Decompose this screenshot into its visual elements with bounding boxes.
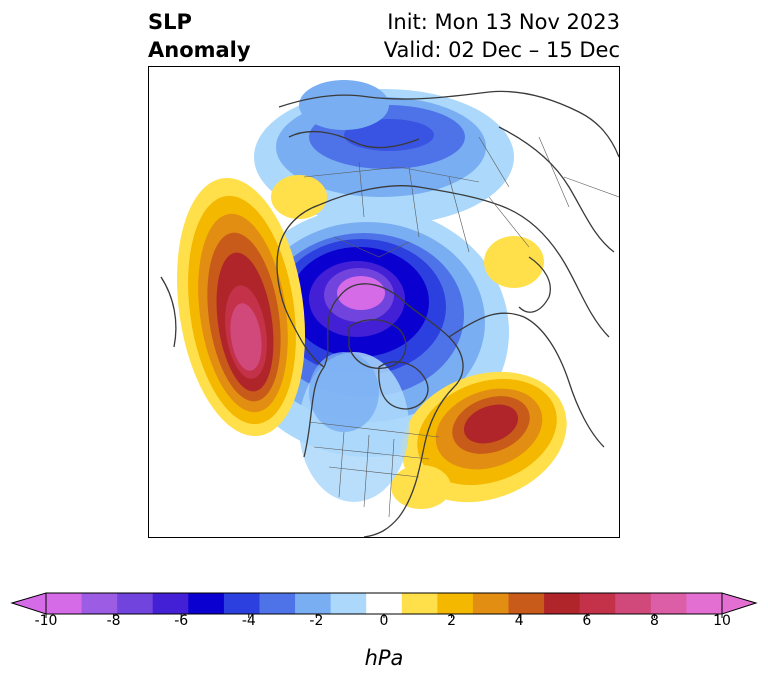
run-info: Init: Mon 13 Nov 2023 Valid: 02 Dec – 15… [384, 8, 620, 64]
colorbar-bin [366, 593, 403, 614]
colorbar-bin [295, 593, 332, 614]
chart-title: SLP Anomaly [148, 8, 251, 64]
colorbar-bin [46, 593, 83, 614]
colorbar-extend-low [10, 592, 47, 615]
colorbar-tick-label: 0 [380, 613, 389, 625]
init-time: Init: Mon 13 Nov 2023 [387, 10, 620, 34]
colorbar: -10 -8 -6 -4 -2 0 2 4 6 8 10 [10, 592, 758, 625]
colorbar-ticks: -10 -8 -6 -4 -2 0 2 4 6 8 10 [35, 613, 731, 625]
positive-anomaly-atlantic [391, 371, 567, 509]
colorbar-bin [544, 593, 581, 614]
colorbar-bin [686, 593, 723, 614]
valid-period: Valid: 02 Dec – 15 Dec [383, 38, 620, 62]
colorbar-bin [437, 593, 474, 614]
colorbar-segments [46, 593, 723, 614]
colorbar-tick-label: 6 [582, 613, 591, 625]
colorbar-tick-label: -2 [309, 613, 323, 625]
title-line-1: SLP [148, 10, 192, 34]
colorbar-tick-label: -4 [242, 613, 256, 625]
colorbar-tick-label: 4 [515, 613, 524, 625]
anomaly-map [160, 80, 619, 537]
colorbar-tick-label: 10 [713, 613, 731, 625]
colorbar-bin [579, 593, 616, 614]
colorbar-bin [81, 593, 118, 614]
colorbar-tick-label: -6 [174, 613, 188, 625]
colorbar-tick-label: -8 [107, 613, 121, 625]
colorbar-bin [259, 593, 296, 614]
colorbar-tick-label: -10 [35, 613, 58, 625]
title-line-2: Anomaly [148, 38, 251, 62]
colorbar-bin [615, 593, 652, 614]
colorbar-bin [401, 593, 438, 614]
colorbar-bin [223, 593, 260, 614]
colorbar-tick-label: 8 [650, 613, 659, 625]
colorbar-bin [152, 593, 189, 614]
colorbar-bin [330, 593, 367, 614]
map-panel [148, 66, 620, 538]
colorbar-bin [188, 593, 225, 614]
positive-anomaly-asia [484, 236, 544, 288]
coastlines [160, 90, 619, 537]
colorbar-units: hPa [364, 646, 404, 670]
colorbar-bin [472, 593, 510, 614]
colorbar-tick-label: 2 [447, 613, 456, 625]
colorbar-bin [650, 593, 687, 614]
positive-anomaly-pacific [176, 175, 327, 437]
colorbar-extend-high [721, 592, 758, 615]
colorbar-bin [508, 593, 545, 614]
borders [303, 136, 619, 518]
colorbar-bin [117, 593, 154, 614]
